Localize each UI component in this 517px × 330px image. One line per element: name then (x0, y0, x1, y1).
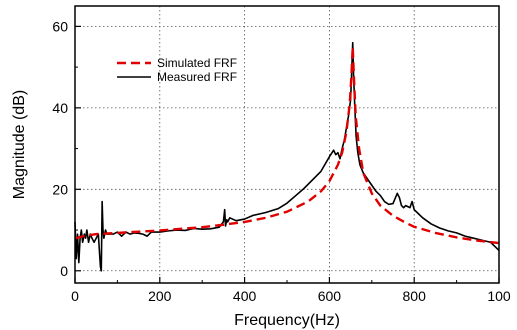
grid-lines (75, 6, 499, 283)
series-line-0 (75, 45, 500, 245)
series-layer (74, 41, 500, 272)
y-tick-label-3: 60 (52, 18, 68, 34)
legend-label-0: Simulated FRF (157, 56, 237, 70)
y-axis-title: Magnitude (dB) (11, 90, 28, 199)
y-tick-label-2: 40 (52, 100, 68, 116)
x-tick-label-0: 0 (71, 288, 79, 304)
legend-label-1: Measured FRF (157, 70, 237, 84)
y-tick-label-0: 0 (60, 263, 68, 279)
x-tick-label-3: 600 (318, 288, 342, 304)
x-axis-title: Frequency(Hz) (234, 312, 340, 329)
plot-frame (74, 5, 500, 284)
y-tick-label-1: 20 (52, 181, 68, 197)
x-tick-label-5: 100 (487, 288, 511, 304)
x-tick-label-4: 800 (403, 288, 427, 304)
series-line-1 (74, 41, 500, 272)
x-tick-label-2: 400 (233, 288, 257, 304)
x-tick-label-1: 200 (148, 288, 172, 304)
